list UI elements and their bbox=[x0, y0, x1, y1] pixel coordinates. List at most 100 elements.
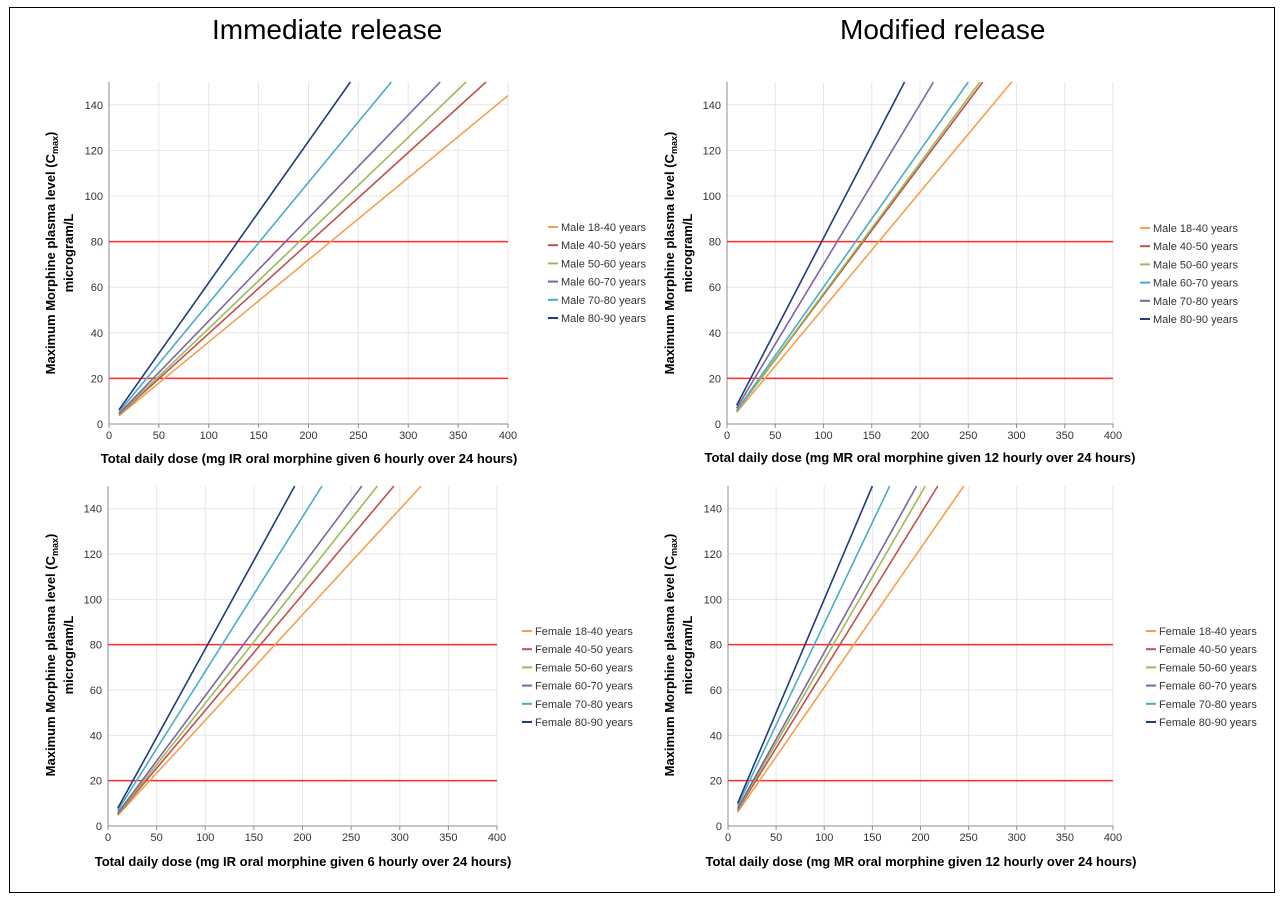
x-tick-label: 100 bbox=[196, 832, 214, 844]
y-axis-label-units: microgram/L bbox=[61, 214, 76, 293]
legend-label: Male 18-40 years bbox=[1153, 223, 1238, 235]
x-tick-label: 100 bbox=[814, 430, 832, 442]
y-axis-label-units: microgram/L bbox=[680, 214, 695, 293]
series-line bbox=[117, 485, 395, 815]
x-tick-label: 200 bbox=[911, 430, 929, 442]
y-tick-label: 80 bbox=[90, 640, 102, 652]
legend-label: Female 18-40 years bbox=[1159, 626, 1257, 638]
chart-1: 0 50 100 150 200 250 300 350 400 0 20 40 60 80 100 120 1… bbox=[43, 81, 646, 466]
y-tick-label: 40 bbox=[90, 730, 102, 742]
series-line bbox=[118, 81, 352, 411]
legend-label: Male 80-90 years bbox=[1153, 314, 1238, 326]
y-axis-label-units: microgram/L bbox=[680, 616, 695, 695]
x-tick-label: 350 bbox=[1056, 832, 1074, 844]
legend-label: Female 40-50 years bbox=[1159, 644, 1257, 656]
x-tick-label: 50 bbox=[769, 430, 781, 442]
y-tick-label: 0 bbox=[715, 419, 721, 431]
legend-label: Male 80-90 years bbox=[561, 313, 646, 325]
x-tick-label: 250 bbox=[349, 430, 367, 442]
x-tick-label: 350 bbox=[439, 832, 457, 844]
y-tick-label: 100 bbox=[703, 191, 721, 203]
x-tick-label: 0 bbox=[105, 832, 111, 844]
legend: Female 18-40 years Female 40-50 years Fema… bbox=[522, 626, 633, 729]
series-line bbox=[735, 81, 969, 411]
legend-label: Female 70-80 years bbox=[1159, 699, 1257, 711]
x-tick-label: 150 bbox=[863, 832, 881, 844]
x-axis-label: Total daily dose (mg MR oral morphine gi… bbox=[704, 450, 1135, 465]
y-tick-label: 100 bbox=[84, 594, 102, 606]
y-tick-label: 0 bbox=[97, 419, 103, 431]
x-tick-label: 200 bbox=[911, 832, 929, 844]
x-tick-label: 300 bbox=[1007, 430, 1025, 442]
y-tick-label: 140 bbox=[704, 504, 722, 516]
chart-2: 0 50 100 150 200 250 300 350 400 0 20 40 60 80 100 120 1… bbox=[662, 81, 1238, 465]
legend-label: Male 70-80 years bbox=[1153, 296, 1238, 308]
y-tick-label: 40 bbox=[91, 328, 103, 340]
x-axis-label: Total daily dose (mg IR oral morphine gi… bbox=[95, 854, 512, 869]
title-immediate-release: Immediate release bbox=[212, 14, 443, 45]
legend-label: Male 40-50 years bbox=[561, 240, 646, 252]
chart-4: 0 50 100 150 200 250 300 350 400 0 20 40 60 80 100 120 1… bbox=[662, 485, 1257, 869]
legend-label: Male 18-40 years bbox=[561, 222, 646, 234]
x-tick-label: 350 bbox=[1056, 430, 1074, 442]
y-tick-label: 120 bbox=[85, 145, 103, 157]
series-line bbox=[117, 485, 296, 809]
y-tick-label: 0 bbox=[716, 821, 722, 833]
legend-label: Female 80-90 years bbox=[535, 717, 633, 729]
y-tick-label: 20 bbox=[709, 373, 721, 385]
legend-label: Female 50-60 years bbox=[1159, 662, 1257, 674]
x-tick-label: 300 bbox=[391, 832, 409, 844]
x-tick-label: 200 bbox=[299, 430, 317, 442]
series-line bbox=[736, 485, 965, 813]
y-tick-label: 140 bbox=[84, 504, 102, 516]
x-tick-label: 400 bbox=[1104, 832, 1122, 844]
x-tick-label: 300 bbox=[1008, 832, 1026, 844]
series-line bbox=[117, 485, 422, 816]
y-tick-label: 20 bbox=[710, 776, 722, 788]
series-line bbox=[736, 485, 927, 810]
y-tick-label: 60 bbox=[709, 282, 721, 294]
x-tick-label: 350 bbox=[449, 430, 467, 442]
y-tick-label: 120 bbox=[703, 145, 721, 157]
series-line bbox=[736, 485, 891, 807]
x-tick-label: 50 bbox=[770, 832, 782, 844]
y-tick-label: 120 bbox=[704, 549, 722, 561]
legend: Female 18-40 years Female 40-50 years Fema… bbox=[1146, 626, 1257, 729]
y-tick-label: 140 bbox=[85, 100, 103, 112]
x-tick-label: 300 bbox=[399, 430, 417, 442]
y-tick-label: 20 bbox=[90, 776, 102, 788]
x-tick-label: 250 bbox=[342, 832, 360, 844]
x-tick-label: 400 bbox=[488, 832, 506, 844]
x-tick-label: 400 bbox=[499, 430, 517, 442]
x-axis-label: Total daily dose (mg IR oral morphine gi… bbox=[101, 451, 518, 466]
legend: Male 18-40 years Male 40-50 years Male 50-… bbox=[548, 222, 646, 325]
series-line bbox=[117, 485, 379, 815]
x-tick-label: 100 bbox=[815, 832, 833, 844]
legend-label: Female 70-80 years bbox=[535, 699, 633, 711]
y-axis-label-units: microgram/L bbox=[61, 616, 76, 695]
series-line bbox=[118, 95, 509, 417]
legend-label: Male 40-50 years bbox=[1153, 241, 1238, 253]
x-tick-label: 150 bbox=[863, 430, 881, 442]
y-axis-label: Maximum Morphine plasma level (Cmax) bbox=[43, 132, 60, 375]
legend-label: Male 50-60 years bbox=[561, 258, 646, 270]
legend-label: Female 60-70 years bbox=[535, 681, 633, 693]
series-line bbox=[735, 81, 935, 409]
series-line bbox=[117, 485, 363, 814]
x-tick-label: 150 bbox=[249, 430, 267, 442]
legend-label: Male 60-70 years bbox=[1153, 278, 1238, 290]
x-tick-label: 200 bbox=[293, 832, 311, 844]
y-axis-label: Maximum Morphine plasma level (Cmax) bbox=[662, 534, 679, 777]
y-tick-label: 100 bbox=[704, 594, 722, 606]
x-tick-label: 50 bbox=[151, 832, 163, 844]
y-tick-label: 100 bbox=[85, 191, 103, 203]
series-line bbox=[118, 81, 392, 413]
series-line bbox=[736, 81, 1013, 413]
y-axis-label: Maximum Morphine plasma level (Cmax) bbox=[43, 534, 60, 777]
series-line bbox=[736, 81, 981, 412]
x-tick-label: 100 bbox=[200, 430, 218, 442]
x-tick-label: 250 bbox=[959, 430, 977, 442]
series-line bbox=[117, 485, 323, 812]
y-tick-label: 80 bbox=[709, 237, 721, 249]
